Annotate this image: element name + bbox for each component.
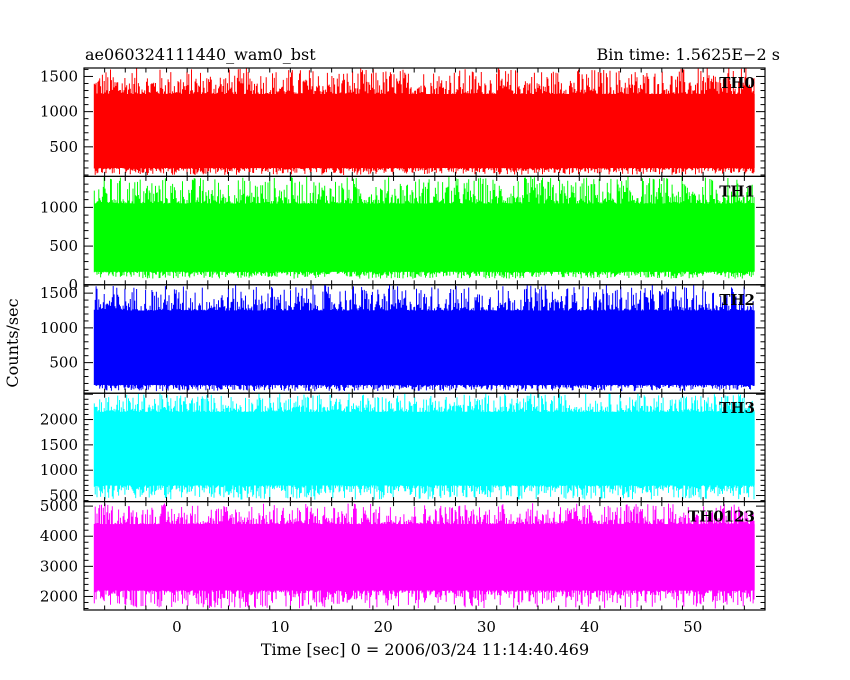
y-tick-label: 5000	[40, 497, 78, 515]
x-tick-label: 0	[172, 618, 182, 636]
y-tick-label: 1500	[40, 436, 78, 454]
x-tick-label: 40	[580, 618, 599, 636]
x-axis-label: Time [sec] 0 = 2006/03/24 11:14:40.469	[261, 640, 589, 659]
y-tick-label: 4000	[40, 527, 78, 545]
panel-th1: 0 500 1000 TH1	[40, 175, 766, 294]
panel-frame	[83, 501, 766, 611]
header-left-title: ae060324111440_wam0_bst	[85, 45, 316, 64]
series-line-th0123	[93, 503, 755, 609]
y-tick-label: 2000	[40, 587, 78, 605]
y-tick-label: 500	[49, 237, 78, 255]
panel-th2: 500 1000 1500 TH2	[40, 284, 766, 394]
panel-label-th2: TH2	[719, 291, 755, 309]
y-tick-label: 500	[49, 138, 78, 156]
panel-label-th0123: TH0123	[688, 508, 755, 526]
series-line-th1	[93, 176, 755, 279]
y-tick-label: 1500	[40, 67, 78, 85]
panel-label-th3: TH3	[719, 399, 755, 417]
y-tick-label: 1000	[40, 198, 78, 216]
x-tick-label: 10	[270, 618, 289, 636]
y-tick-label: 1500	[40, 284, 78, 302]
y-tick-label: 0	[68, 276, 78, 294]
x-tick-label: 20	[374, 618, 393, 636]
x-tick-label: 30	[477, 618, 496, 636]
panel-label-th0: TH0	[719, 74, 755, 92]
y-tick-label: 3000	[40, 557, 78, 575]
panel-th0123: 2000 3000 4000 5000 TH0123	[40, 497, 766, 611]
y-tick-label: 500	[49, 487, 78, 505]
y-axis-label: Counts/sec	[3, 298, 22, 387]
series-line-th3	[93, 393, 755, 500]
series-line-th0	[93, 68, 755, 175]
y-tick-label: 1000	[40, 319, 78, 337]
y-tick-label: 500	[49, 354, 78, 372]
panel-label-th1: TH1	[719, 182, 755, 200]
x-tick-label: 50	[683, 618, 702, 636]
panel-th3: 500 1000 1500 2000 TH3	[40, 392, 766, 505]
panel-th0: 500 1000 1500 TH0	[40, 67, 766, 178]
header-right-title: Bin time: 1.5625E−2 s	[597, 45, 780, 64]
y-tick-label: 1000	[40, 103, 78, 121]
y-tick-label: 2000	[40, 411, 78, 429]
x-axis-labels: 0 10 20 30 40 50	[172, 618, 702, 636]
series-line-th2	[93, 284, 755, 392]
y-tick-label: 1000	[40, 461, 78, 479]
